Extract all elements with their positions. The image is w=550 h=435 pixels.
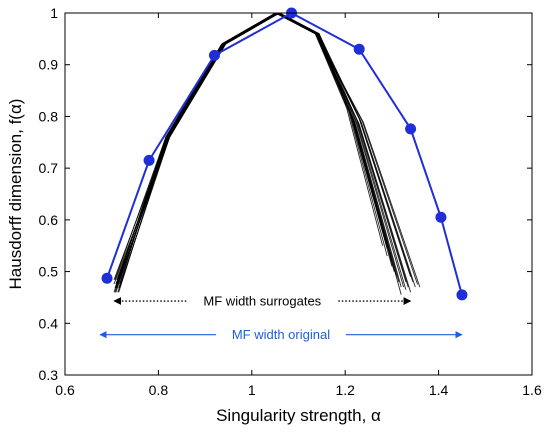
y-tick-label: 0.3: [39, 367, 59, 383]
original-data-point: [101, 272, 113, 284]
original-data-point: [208, 49, 220, 61]
surrogate-line: [117, 12, 398, 293]
surrogate-line: [116, 12, 393, 289]
original-data-point: [435, 211, 447, 223]
y-tick-label: 1: [50, 5, 58, 21]
original-data-point: [456, 289, 468, 301]
y-tick-label: 0.4: [39, 315, 59, 331]
y-tick-label: 0.6: [39, 212, 59, 228]
original-data-point: [143, 154, 155, 166]
surrogate-line: [113, 12, 416, 288]
original-series-line: [106, 11, 463, 296]
original-data-point: [405, 123, 417, 135]
surrogate-line: [115, 12, 421, 293]
surrogate-line: [117, 12, 388, 285]
x-tick-label: 0.8: [149, 382, 169, 398]
x-axis-label: Singularity strength, α: [216, 406, 381, 425]
original-data-point: [353, 43, 365, 55]
y-axis-label: Hausdorff dimension, f(α): [6, 99, 25, 290]
plot-frame: [64, 12, 533, 376]
y-tick-label: 0.9: [39, 57, 59, 73]
annotation-label: MF width surrogates: [203, 294, 321, 309]
y-tick-label: 0.8: [39, 108, 59, 124]
x-tick-label: 1.4: [429, 382, 449, 398]
x-tick-label: 1.2: [335, 382, 355, 398]
x-tick-label: 1.6: [522, 382, 542, 398]
y-tick-label: 0.5: [39, 264, 59, 280]
x-tick-label: 1: [248, 382, 256, 398]
y-tick-label: 0.7: [39, 160, 59, 176]
annotation-label: MF width original: [232, 327, 330, 342]
x-tick-label: 0.6: [55, 382, 75, 398]
